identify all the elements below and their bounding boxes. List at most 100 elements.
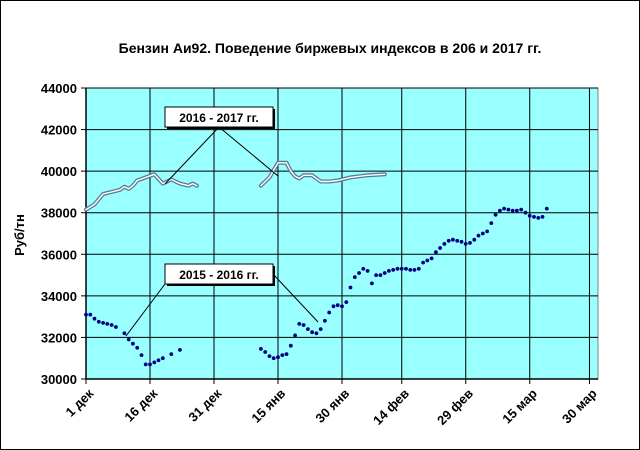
data-point [468,241,472,245]
data-point [178,348,182,352]
data-point [143,362,148,367]
y-tick-label: 30000 [41,372,77,387]
y-tick-label: 42000 [41,123,77,138]
data-point [335,303,340,308]
data-point [540,215,545,219]
data-point [416,266,421,271]
data-point [519,207,524,212]
data-point [139,353,144,357]
data-point [544,206,549,211]
annotation-leader-line [164,126,220,185]
data-point [361,266,366,271]
y-tick-label: 32000 [41,330,77,345]
data-point [293,333,297,338]
data-point [408,268,413,272]
data-point [306,327,310,331]
data-point [412,268,417,272]
data-point [370,281,374,286]
data-point [122,331,127,336]
data-point [263,350,268,354]
data-point [506,207,511,212]
y-axis-label: Руб/тн [12,214,27,256]
data-point [442,242,447,246]
data-point [156,358,161,363]
data-point [344,300,349,304]
data-point [387,269,391,273]
data-point [480,231,485,236]
data-point [382,271,387,275]
data-point [297,322,302,326]
y-tick-label: 36000 [41,247,77,262]
data-point [301,323,306,327]
data-point [101,321,105,325]
data-point [536,216,541,220]
data-point [314,331,319,336]
annotation-leader-line [218,126,279,177]
data-point [498,208,502,213]
data-point [348,285,353,290]
data-point [421,260,425,265]
data-point [357,271,361,275]
series-layer [84,160,549,367]
data-point [404,266,408,271]
data-point [84,312,88,317]
data-point [485,229,489,234]
data-point [489,221,494,226]
x-tick-label: 15 янв [248,386,288,426]
annotation-box [164,106,274,128]
data-point [152,360,157,365]
annotation-label: 2015 - 2016 гг. [179,268,259,282]
annotation-leader-line [125,283,166,337]
annotation-label: 2016 - 2017 гг. [179,111,259,125]
data-point [446,238,451,243]
y-tick-label: 38000 [41,206,77,221]
data-point [365,269,370,273]
series-1 [84,160,387,212]
data-point [455,238,460,243]
data-point [451,237,455,242]
data-point [399,266,404,271]
data-point [527,213,532,218]
x-tick-label: 31 дек [185,385,224,424]
data-point [459,239,464,244]
data-point [92,316,97,321]
data-point [276,355,280,360]
data-point [114,325,118,329]
data-point [352,275,357,279]
y-tick-label: 40000 [41,164,77,179]
x-tick-label: 29 фев [434,386,476,428]
data-point [340,304,344,309]
data-point [463,242,468,246]
series-line-inner [260,162,386,187]
x-tick-label: 30 мар [559,386,600,427]
data-point [105,322,110,326]
data-point [515,208,519,213]
data-point [434,250,438,255]
data-point [109,323,114,327]
data-point [169,352,174,356]
data-point [510,208,515,213]
data-point [374,273,378,277]
data-point [288,343,293,348]
x-tick-label: 15 мар [499,386,540,427]
data-point [318,327,323,331]
data-point [259,347,263,351]
data-point [476,233,481,238]
data-point [502,206,506,211]
data-point [88,312,93,317]
data-point [378,273,383,277]
data-point [148,362,152,367]
data-point [284,352,289,356]
data-point [323,318,327,323]
x-tick-label: 30 янв [312,386,352,426]
data-point [523,210,528,215]
annotations: 2016 - 2017 гг. 2015 - 2016 гг. [125,106,319,337]
annotation-box [164,263,274,285]
x-tick-label: 16 дек [121,385,160,424]
data-point [160,356,165,361]
data-point [438,246,442,250]
series-2 [84,206,549,367]
data-point [429,256,434,261]
data-point [271,356,276,361]
